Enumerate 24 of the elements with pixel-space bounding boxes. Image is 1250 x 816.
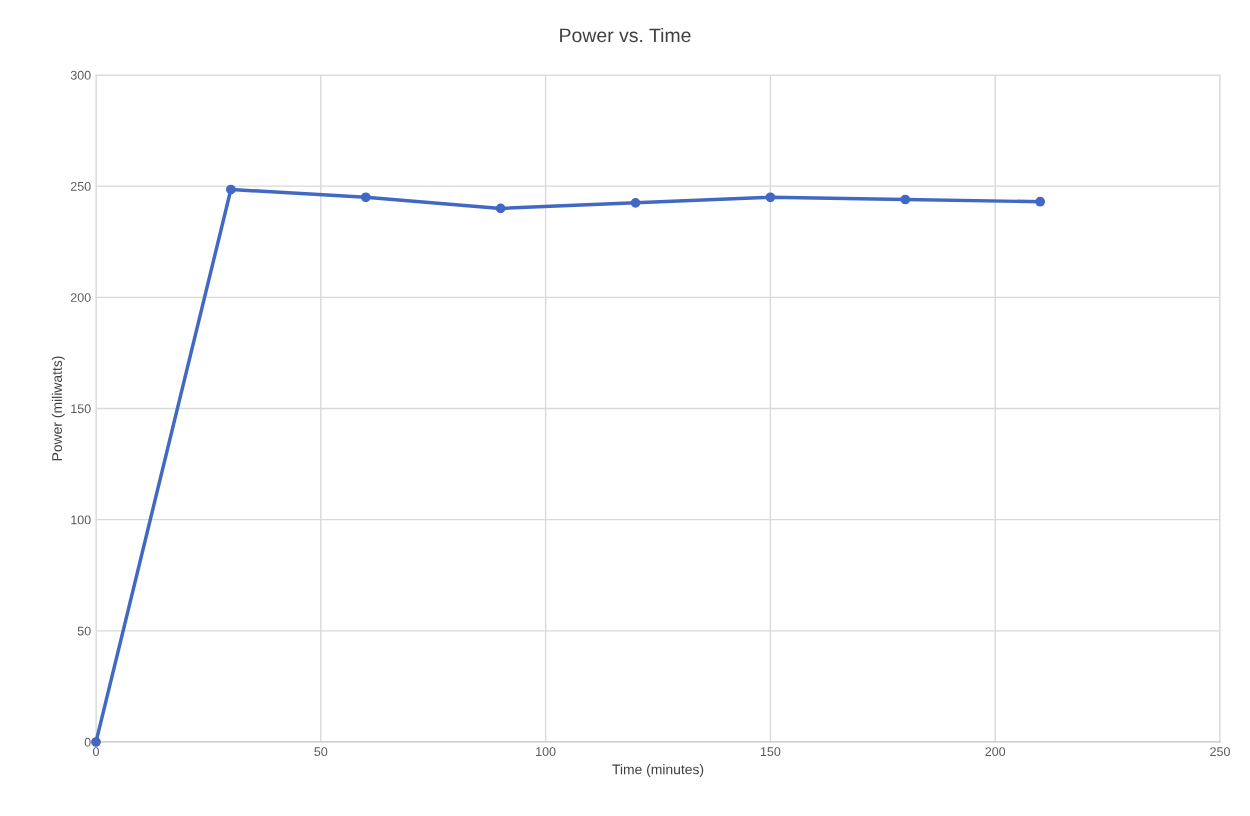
y-tick-label: 300	[70, 70, 91, 80]
point	[765, 192, 776, 203]
y-tick-label: 0	[84, 737, 91, 747]
y-axis-title: Power (miliwatts)	[51, 356, 65, 461]
point	[360, 192, 371, 203]
point	[91, 737, 101, 747]
x-tick-label: 100	[536, 747, 556, 757]
x-tick-label: 250	[1210, 747, 1230, 757]
point	[1035, 196, 1046, 207]
y-tick-label: 50	[77, 626, 91, 636]
point	[630, 197, 641, 208]
point	[495, 203, 506, 214]
y-tick-label: 250	[70, 181, 91, 191]
x-tick-label: 200	[985, 747, 1006, 757]
y-tick-label: 150	[71, 404, 91, 414]
point	[226, 184, 236, 195]
x-tick-label: 50	[314, 747, 328, 757]
x-tick-label: 150	[760, 747, 781, 757]
y-tick-label: 200	[70, 293, 91, 302]
point	[900, 194, 911, 205]
x-tick-label: 0	[93, 747, 99, 757]
y-tick-label: 100	[71, 515, 91, 525]
x-axis-title: Time (minutes)	[612, 764, 704, 778]
chart-title: Power vs. Time	[560, 27, 691, 43]
